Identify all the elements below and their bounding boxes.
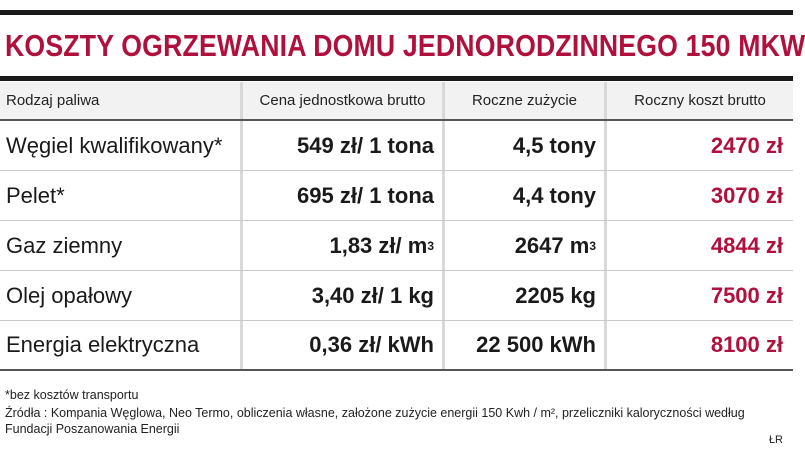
annual-usage-value: 22 500 kWh <box>476 332 596 357</box>
unit-price-cell: 3,40 zł/ 1 kg <box>243 271 445 320</box>
header-unit-price: Cena jednostkowa brutto <box>243 82 445 119</box>
table-row: Energia elektryczna 0,36 zł/ kWh 22 500 … <box>0 321 793 371</box>
annual-cost-cell: 8100 zł <box>710 332 783 357</box>
annual-usage-value: 2647 m <box>514 232 590 258</box>
unit-price-value: 1,83 zł/ m <box>329 232 428 258</box>
unit-price-value: 0,36 zł/ kWh <box>309 332 434 357</box>
annual-usage-cell: 2205 kg <box>445 271 607 320</box>
table-header-row: Rodzaj paliwa Cena jednostkowa brutto Ro… <box>0 82 793 121</box>
title-rule <box>0 76 793 81</box>
fuel-name-cell: Węgiel kwalifikowany* <box>0 121 243 170</box>
header-fuel-type: Rodzaj paliwa <box>0 82 243 119</box>
annual-cost-cell: 4844 zł <box>710 232 783 258</box>
table-row: Pelet* 695 zł/ 1 tona 4,4 tony 3070 zł <box>0 171 793 221</box>
table-row: Węgiel kwalifikowany* 549 zł/ 1 tona 4,5… <box>0 121 793 171</box>
annual-usage-cell: 4,4 tony <box>445 171 607 220</box>
annual-usage-cell: 4,5 tony <box>445 121 607 170</box>
annual-usage-cell: 22 500 kWh <box>445 321 607 369</box>
annual-usage-value: 4,5 tony <box>512 132 596 158</box>
fuel-name-cell: Pelet* <box>0 171 243 220</box>
author-credit: ŁR <box>768 434 783 446</box>
unit-price-cell: 549 zł/ 1 tona <box>243 121 445 170</box>
unit-price-value: 695 zł/ 1 tona <box>297 182 434 208</box>
annual-cost-cell: 3070 zł <box>710 182 783 208</box>
annual-usage-value: 4,4 tony <box>512 182 596 208</box>
chart-title: KOSZTY OGRZEWANIA DOMU JEDNORODZINNEGO 1… <box>5 28 805 63</box>
header-annual-cost: Roczny koszt brutto <box>634 92 766 109</box>
footnote: *bez kosztów transportu <box>5 388 139 402</box>
table-row: Olej opałowy 3,40 zł/ 1 kg 2205 kg 7500 … <box>0 271 793 321</box>
unit-price-cell: 695 zł/ 1 tona <box>243 171 445 220</box>
annual-usage-value: 2205 kg <box>515 282 596 308</box>
sources-note: Źródła : Kompania Węglowa, Neo Termo, ob… <box>5 406 745 436</box>
annual-cost-cell: 2470 zł <box>710 132 783 158</box>
unit-price-value: 3,40 zł/ 1 kg <box>311 282 434 308</box>
annual-cost-cell: 7500 zł <box>710 282 783 308</box>
cost-table: Rodzaj paliwa Cena jednostkowa brutto Ro… <box>0 82 793 371</box>
fuel-name-cell: Energia elektryczna <box>0 321 243 369</box>
fuel-name-cell: Olej opałowy <box>0 271 243 320</box>
fuel-name-cell: Gaz ziemny <box>0 221 243 270</box>
unit-price-cell: 0,36 zł/ kWh <box>243 321 445 369</box>
header-annual-usage: Roczne zużycie <box>445 82 607 119</box>
top-rule <box>0 10 793 15</box>
unit-price-value: 549 zł/ 1 tona <box>297 132 434 158</box>
